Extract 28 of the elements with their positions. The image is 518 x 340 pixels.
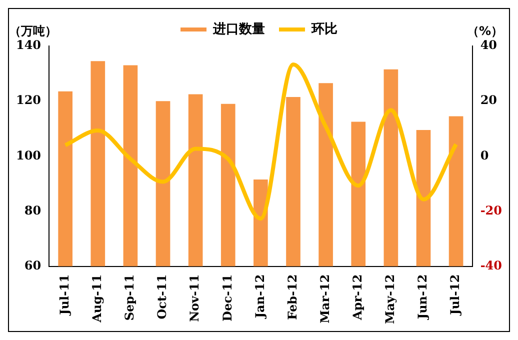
y2-tick-label: 0 (480, 148, 489, 162)
line-series (63, 62, 458, 221)
y-tick-label: 60 (24, 258, 42, 272)
y2-tick-label: -40 (480, 258, 502, 272)
x-tick-label: Mar-12 (318, 274, 332, 324)
y-axis-title: （万吨） (9, 24, 57, 38)
x-tick-label: Sep-11 (122, 274, 137, 321)
x-tick-label: Feb-12 (285, 274, 300, 320)
legend-label: 环比 (310, 22, 338, 37)
legend-label: 进口数量 (212, 22, 265, 37)
x-tick-label: Jul-11 (57, 274, 72, 316)
y2-axis-title: （%） (466, 24, 504, 38)
x-tick-label: Aug-11 (90, 274, 104, 324)
x-tick-label: Oct-11 (155, 274, 170, 320)
y-tick-label: 140 (16, 38, 42, 52)
y2-tick-label: 20 (480, 93, 498, 108)
y2-tick-label: 40 (480, 38, 498, 52)
x-tick-label: Jun-12 (416, 274, 430, 320)
y-tick-label: 120 (16, 93, 42, 108)
x-tick-label: Nov-11 (188, 274, 202, 322)
y-tick-label: 80 (24, 203, 42, 218)
x-tick-label: Apr-12 (350, 274, 364, 321)
x-tick-label: Jul-12 (448, 274, 462, 316)
y-tick-label: 100 (16, 148, 42, 162)
y2-tick-label: -20 (480, 203, 502, 218)
x-tick-label: Jan-12 (252, 274, 267, 320)
x-tick-label: May-12 (383, 274, 398, 324)
x-tick-label: Dec-11 (220, 274, 234, 322)
